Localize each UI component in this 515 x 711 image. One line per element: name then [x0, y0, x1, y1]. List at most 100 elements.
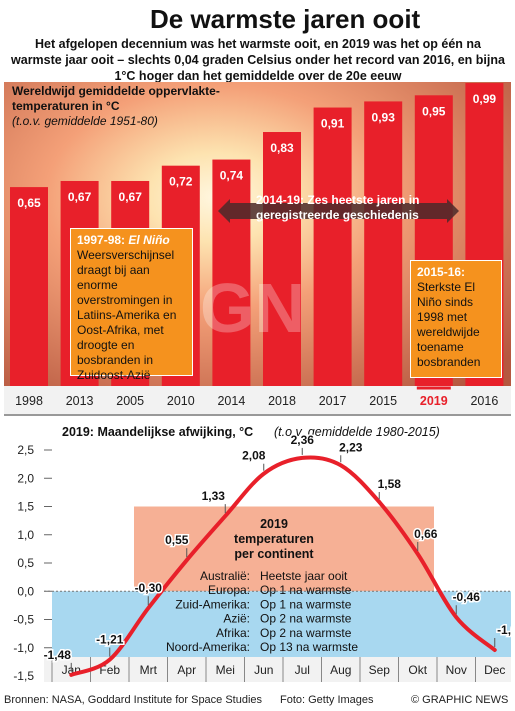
- year-tick-label: 2017: [319, 394, 347, 408]
- continent-rank: Op 1 na warmste: [260, 583, 352, 597]
- bar-chart-label-note: (t.o.v. gemiddelde 1951-80): [12, 114, 158, 128]
- point-value-label: 2,23: [339, 440, 363, 454]
- continent-name: Zuid-Amerika:: [175, 597, 250, 611]
- bar-value-label: 0,67: [119, 190, 143, 204]
- arrow-label-line1: 2014-19: Zes heetste jaren in: [256, 193, 419, 207]
- year-tick-label: 2014: [217, 394, 245, 408]
- continent-rank: Op 2 na warmste: [260, 612, 352, 626]
- y-tick-label: 1,5: [17, 500, 34, 514]
- year-tick-label: 2019: [420, 394, 448, 408]
- continent-title-line2: temperaturen: [234, 532, 314, 546]
- month-label: Dec: [484, 663, 505, 677]
- continent-title-line1: 2019: [260, 517, 288, 531]
- continent-name: Afrika:: [216, 626, 250, 640]
- el-nino-box-title-a: 1997-98:: [77, 233, 126, 247]
- page-subtitle: Het afgelopen decennium was het warmste …: [11, 37, 505, 83]
- arrow-shape: [218, 199, 459, 223]
- continent-rank: Op 1 na warmste: [260, 597, 352, 611]
- bar-2015: [364, 101, 403, 387]
- monthly-anomaly-line: [69, 455, 497, 677]
- bar-chart-label: Wereldwijd gemiddelde oppervlakte- tempe…: [12, 84, 220, 129]
- year-tick-label: 2013: [66, 394, 94, 408]
- el-nino-2015-box: 2015-16: Sterkste El Niño sinds 1998 met…: [410, 260, 502, 378]
- continent-rank: Op 2 na warmste: [260, 626, 352, 640]
- point-value-label: -1,04: [497, 623, 511, 637]
- bar-value-label: 0,95: [422, 104, 446, 118]
- year-tick-label: 2018: [268, 394, 296, 408]
- year-tick-label: 2015: [369, 394, 397, 408]
- bar-value-label: 0,93: [372, 110, 396, 124]
- month-label: Feb: [99, 663, 120, 677]
- y-tick-label: 1,0: [17, 528, 34, 542]
- y-tick-label: 2,5: [17, 443, 34, 457]
- year-tick-label: 2005: [116, 394, 144, 408]
- month-label: Jun: [254, 663, 273, 677]
- point-value-label: -1,48: [44, 648, 72, 662]
- month-axis-band: [44, 657, 514, 682]
- footer-copyright: © GRAPHIC NEWS: [411, 694, 509, 706]
- graphic-news-watermark: GN: [200, 269, 305, 347]
- month-label: Mei: [216, 663, 235, 677]
- el-nino-1997-box: 1997-98: El Niño Weersverschijnsel draag…: [70, 228, 193, 382]
- footer-photo-credit: Foto: Getty Images: [280, 694, 374, 706]
- point-value-label: 2,36: [291, 433, 315, 447]
- point-value-label: 2,08: [242, 449, 266, 463]
- month-label: Nov: [446, 663, 467, 677]
- year-tick-label: 1998: [15, 394, 43, 408]
- bar-value-label: 0,83: [270, 141, 294, 155]
- continent-name: Europa:: [208, 583, 250, 597]
- year-axis-row: 1998 2013 2005 2010 2014 2018 2017 2015 2019 2016: [4, 386, 511, 416]
- y-tick-label: 0,0: [17, 584, 34, 598]
- point-value-label: 1,33: [202, 489, 226, 503]
- year-tick-label: 2010: [167, 394, 195, 408]
- continent-title-line3: per continent: [234, 547, 314, 561]
- bar-value-label: 0,65: [17, 196, 41, 210]
- line-chart-heading-note: (t.o.v. gemiddelde 1980-2015): [274, 425, 440, 439]
- point-value-label: 0,66: [414, 527, 438, 541]
- y-tick-label: -1,0: [13, 641, 34, 655]
- bar-value-label: 0,99: [473, 92, 497, 106]
- el-nino-2015-box-title: 2015-16:: [417, 265, 466, 279]
- month-label: Mrt: [140, 663, 158, 677]
- el-nino-2015-box-text: Sterkste El Niño sinds 1998 met wereldwi…: [417, 280, 481, 369]
- el-nino-box-title-b: El Niño: [128, 233, 170, 247]
- continent-rank: Heetste jaar ooit: [260, 569, 348, 583]
- bar-1998: [10, 187, 48, 386]
- continent-name: Azië:: [223, 612, 250, 626]
- bar-value-label: 0,74: [220, 169, 244, 183]
- continent-name: Noord-Amerika:: [166, 640, 250, 654]
- month-label: Aug: [330, 663, 351, 677]
- month-label: Jul: [295, 663, 310, 677]
- month-label: Okt: [408, 663, 427, 677]
- month-label: Apr: [177, 663, 196, 677]
- page-title: De warmste jaren ooit: [150, 4, 421, 34]
- point-value-label: -0,30: [135, 581, 163, 595]
- footer: Bronnen: NASA, Goddard Institute for Spa…: [0, 692, 515, 711]
- continent-rank: Op 13 na warmste: [260, 640, 358, 654]
- month-label: Sep: [369, 663, 391, 677]
- point-value-label: -0,46: [453, 590, 481, 604]
- continent-name: Australië:: [200, 569, 250, 583]
- bar-value-label: 0,67: [68, 190, 92, 204]
- continent-table-background: [52, 591, 514, 657]
- line-chart-panel: 2019: Maandelijkse afwijking, °C (t.o.v.…: [4, 420, 515, 690]
- year-axis: 1998 2013 2005 2010 2014 2018 2017 2015 2019 2016: [15, 386, 498, 408]
- bar-chart-label-line1: Wereldwijd gemiddelde oppervlakte-: [12, 84, 220, 98]
- el-nino-box-text: Weersverschijnsel draagt bij aan enorme …: [77, 248, 177, 382]
- line-chart: 2019: Maandelijkse afwijking, °C (t.o.v.…: [13, 425, 515, 683]
- bar-2014: [212, 159, 251, 386]
- y-tick-label: 2,0: [17, 471, 34, 485]
- point-value-label: -1,21: [96, 633, 124, 647]
- line-chart-heading: 2019: Maandelijkse afwijking, °C: [62, 425, 253, 439]
- bar-2017: [313, 107, 352, 386]
- bar-value-label: 0,91: [321, 117, 345, 131]
- y-tick-label: -0,5: [13, 613, 34, 627]
- bar-chart-label-line2: temperaturen in °C: [12, 99, 120, 113]
- point-value-label: 0,55: [165, 533, 189, 547]
- positive-anomaly-band: [134, 506, 434, 592]
- arrow-label-line2: geregistreerde geschiedenis: [256, 208, 419, 222]
- bar-2018: [263, 132, 301, 386]
- bar-value-label: 0,72: [169, 175, 193, 189]
- point-value-label: 1,58: [378, 477, 402, 491]
